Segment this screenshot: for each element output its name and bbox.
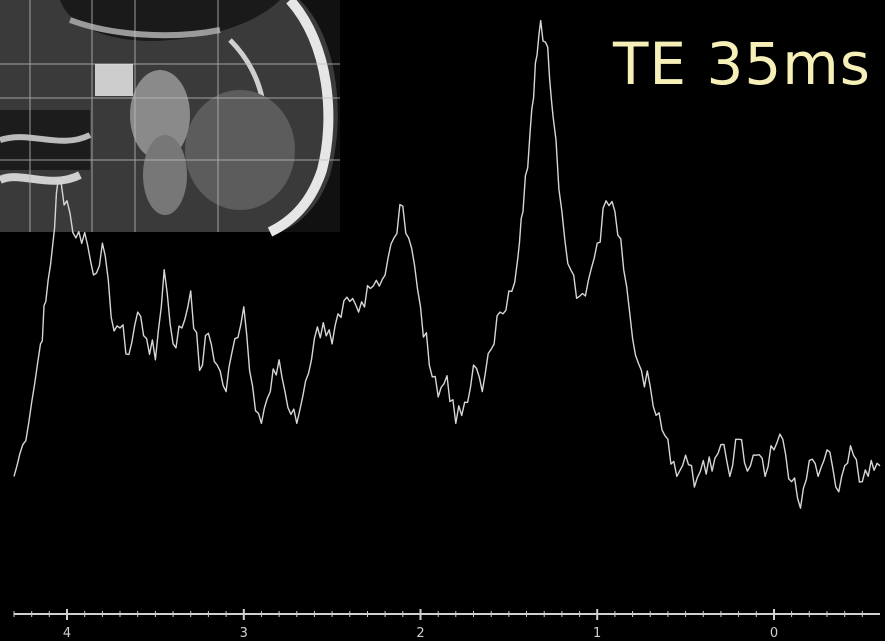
x-tick-label: 1 [593, 626, 601, 641]
x-axis-ticks: 4 3 2 1 0 [13, 609, 863, 641]
x-tick-label: 2 [416, 626, 424, 641]
te-label: TE 35ms [612, 30, 871, 98]
x-tick-label: 4 [63, 626, 71, 641]
spectrum-line [13, 19, 881, 509]
x-tick-label: 3 [240, 626, 248, 641]
voxel-highlight [95, 64, 133, 96]
mri-inset-image [0, 0, 340, 237]
spectrum-trace-layer [13, 19, 881, 509]
x-tick-label: 0 [770, 626, 778, 641]
